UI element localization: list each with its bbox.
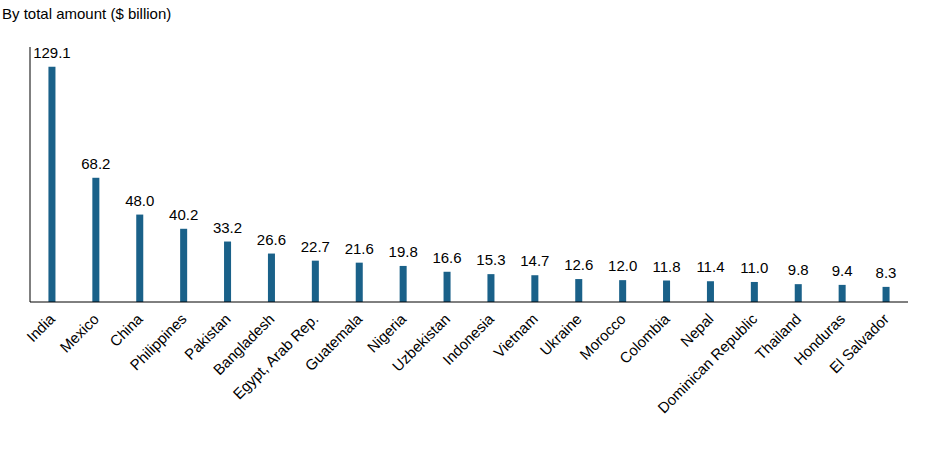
svg-text:8.3: 8.3 [876,264,897,281]
svg-text:11.8: 11.8 [653,258,681,275]
svg-text:China: China [106,310,146,350]
svg-text:12.6: 12.6 [564,256,593,273]
svg-text:El Salvador: El Salvador [826,310,892,376]
svg-text:19.8: 19.8 [389,243,418,260]
svg-text:Guatemala: Guatemala [301,310,365,374]
svg-text:11.4: 11.4 [696,258,724,275]
svg-text:16.6: 16.6 [432,249,461,266]
svg-text:12.0: 12.0 [608,257,637,274]
svg-text:Bangladesh: Bangladesh [209,310,278,379]
svg-text:33.2: 33.2 [213,219,242,236]
svg-text:Nepal: Nepal [677,310,717,350]
svg-text:21.6: 21.6 [345,240,374,257]
svg-text:Colombia: Colombia [616,310,673,367]
svg-text:Dominican Republic: Dominican Republic [654,310,761,417]
svg-text:Pakistan: Pakistan [181,310,234,363]
html-text:By total amount ($ billion): By total amount ($ billion) [2,5,172,22]
svg-text:68.2: 68.2 [81,155,110,172]
svg-text:Vietnam: Vietnam [490,310,541,361]
svg-text:9.8: 9.8 [788,261,809,278]
svg-text:Egypt, Arab Rep.: Egypt, Arab Rep. [229,310,322,403]
svg-text:15.3: 15.3 [476,251,505,268]
svg-text:Indonesia: Indonesia [439,310,497,368]
svg-text:Ukraine: Ukraine [536,310,585,359]
svg-text:26.6: 26.6 [257,231,286,248]
svg-text:Uzbekistan: Uzbekistan [389,310,453,374]
svg-text:Mexico: Mexico [56,310,102,356]
svg-text:Philippines: Philippines [126,310,189,373]
svg-text:Honduras: Honduras [790,310,849,369]
svg-text:40.2: 40.2 [169,206,198,223]
svg-text:Nigeria: Nigeria [363,310,410,356]
svg-text:9.4: 9.4 [832,262,853,279]
svg-text:India: India [23,310,58,345]
svg-text:48.0: 48.0 [125,192,154,209]
svg-text:Morocco: Morocco [576,310,629,363]
svg-text:129.1: 129.1 [33,44,71,61]
svg-text:Thailand: Thailand [751,310,805,363]
svg-text:22.7: 22.7 [301,238,330,255]
svg-text:11.0: 11.0 [740,259,768,276]
svg-text:14.7: 14.7 [520,252,549,269]
